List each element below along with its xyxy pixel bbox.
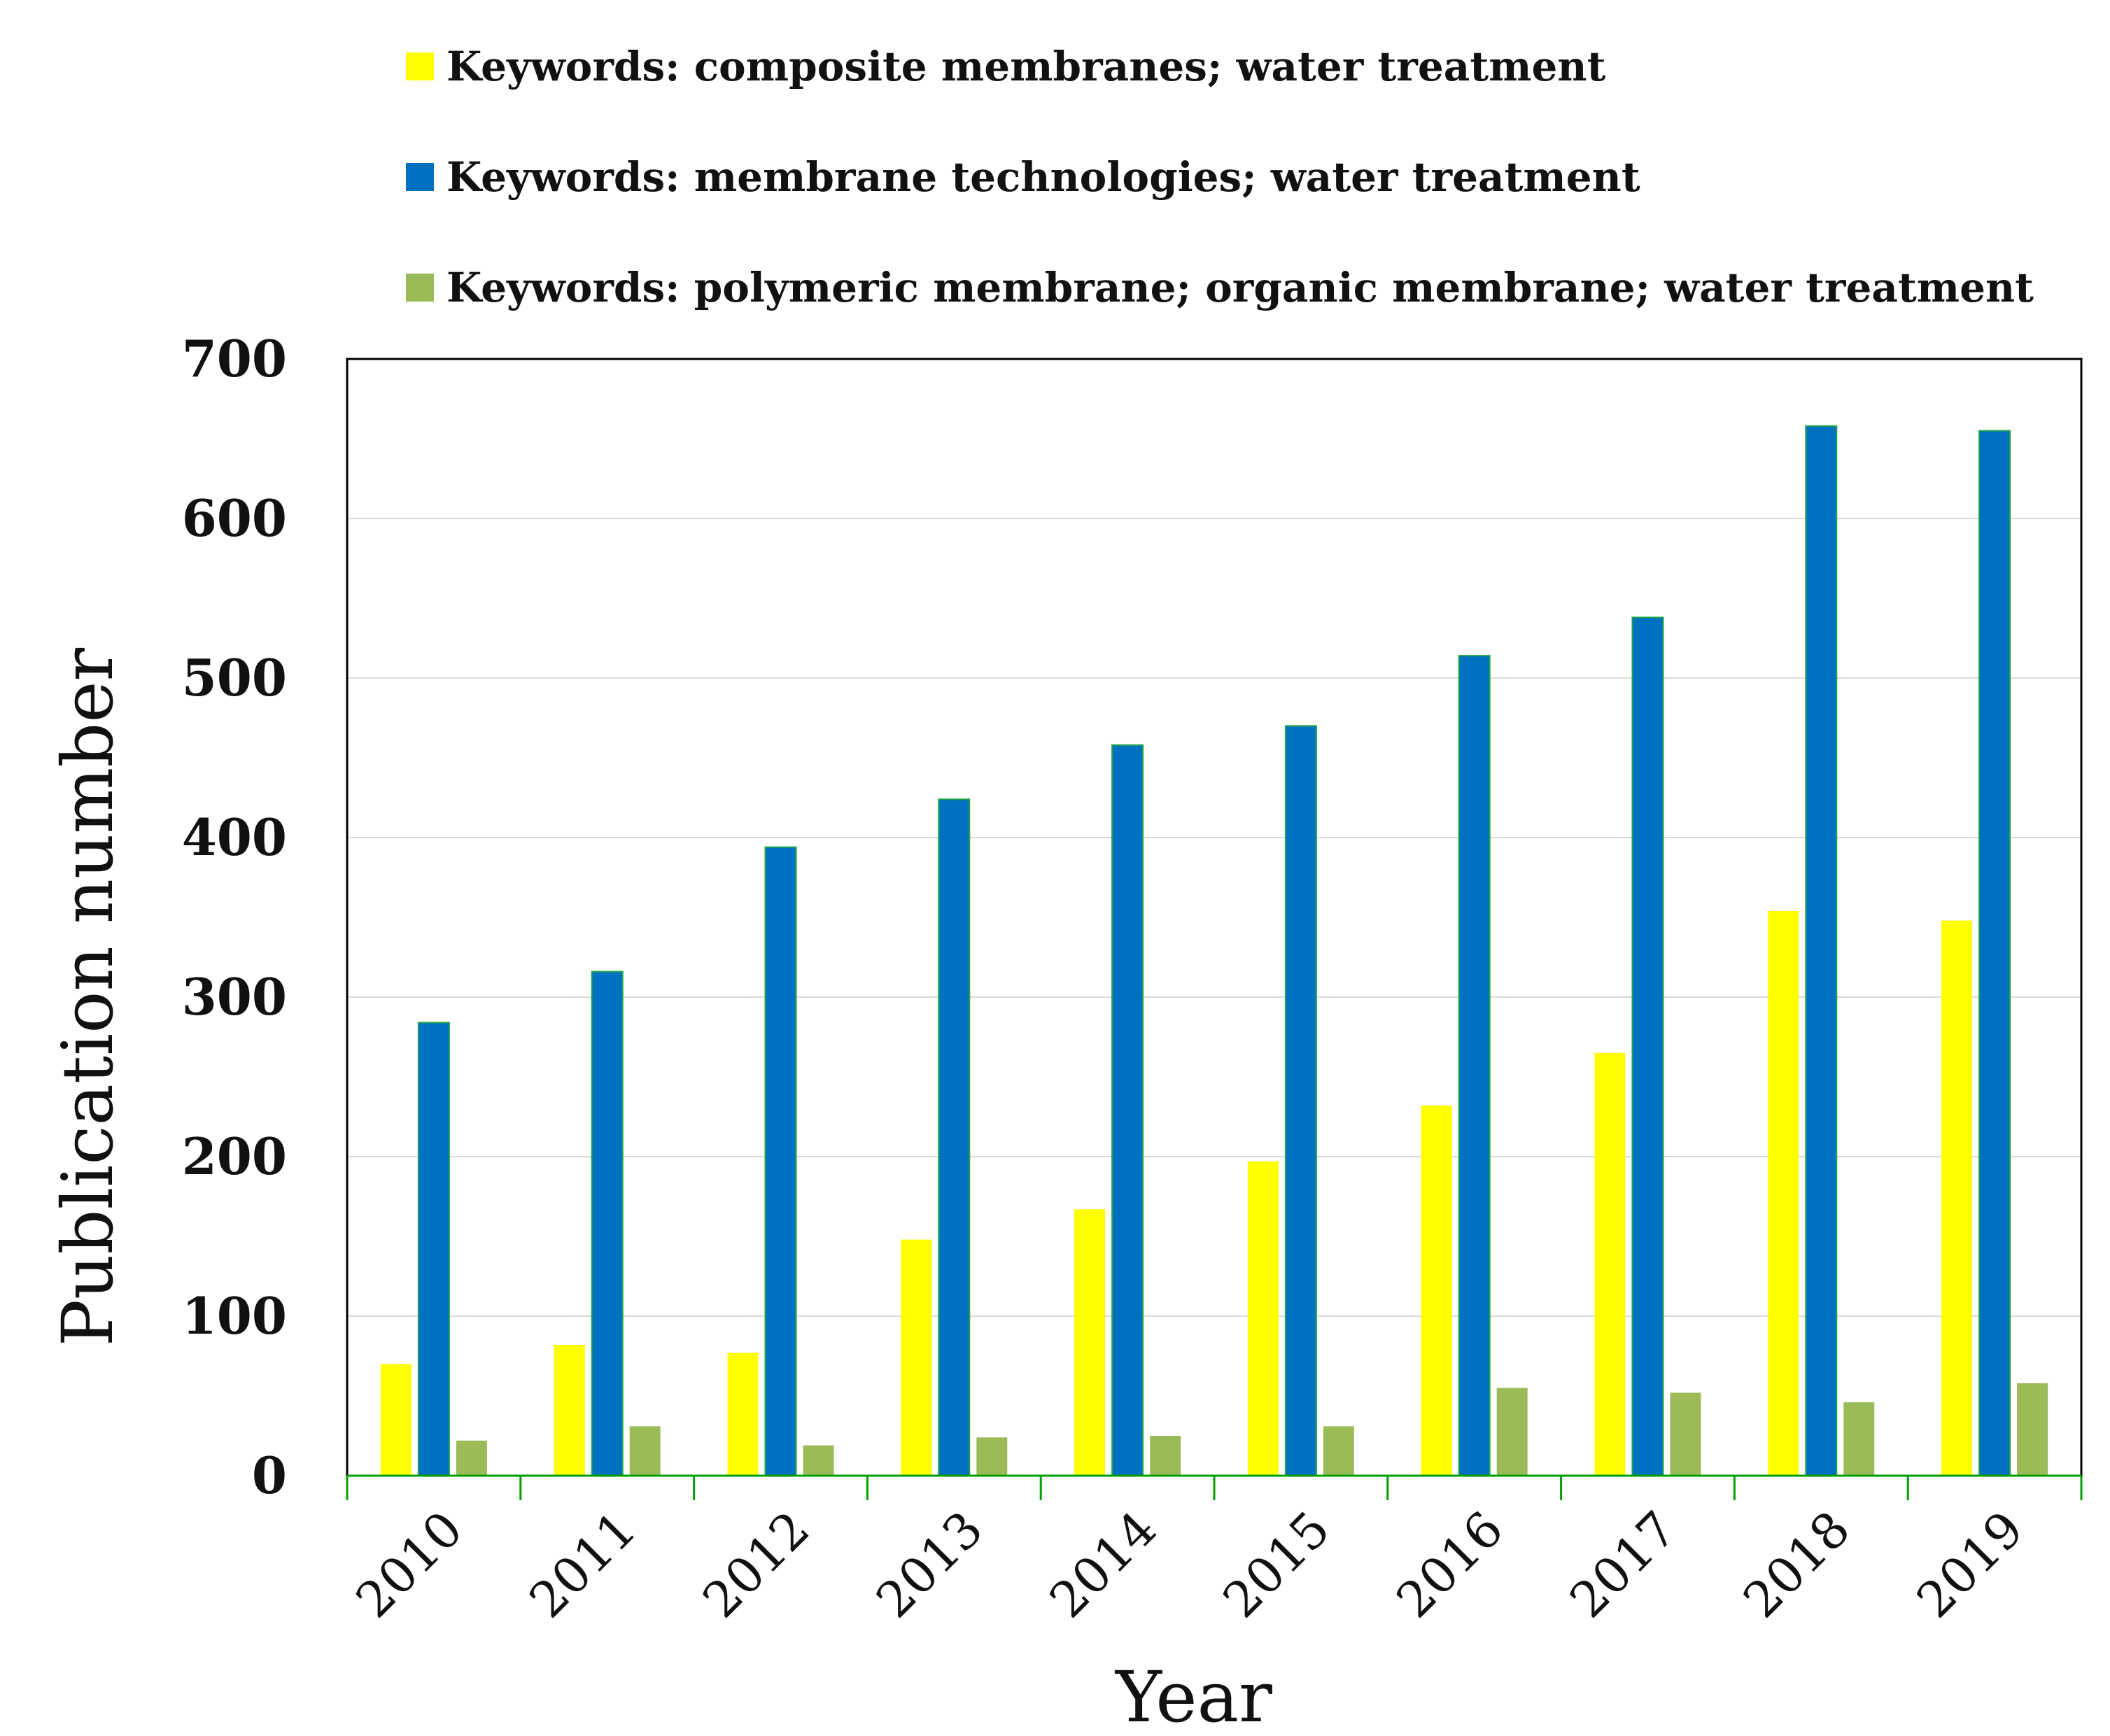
bar-2017-series-2 [1631,616,1664,1476]
bar-2018-series-2 [1805,425,1838,1476]
bar-2015-series-1 [1247,1161,1279,1476]
bar-2011-series-1 [554,1345,585,1476]
y-tick-label-100: 100 [182,1286,287,1346]
bar-2010-series-2 [417,1022,450,1476]
x-ticks [346,1476,2083,1500]
bar-2012-series-1 [727,1353,759,1476]
bar-2013-series-1 [901,1239,932,1476]
bar-2017-series-1 [1594,1052,1626,1476]
bar-2016-series-2 [1458,655,1491,1477]
legend-swatch-1 [406,52,434,80]
bar-2012-series-2 [764,846,797,1477]
bar-2017-series-3 [1670,1392,1701,1476]
bar-2012-series-3 [803,1445,834,1476]
bar-2015-series-3 [1323,1426,1354,1476]
bar-2011-series-3 [629,1426,661,1476]
bar-2014-series-2 [1111,744,1144,1476]
y-tick-label-600: 600 [182,488,287,548]
legend-swatch-3 [406,274,434,302]
bar-2011-series-2 [591,971,624,1476]
x-axis-title: Year [1114,1656,1272,1736]
y-tick-label-0: 0 [252,1446,287,1505]
bar-2013-series-3 [976,1437,1008,1476]
y-tick-labels: 0 100 200 300 400 500 600 700 [182,329,287,1505]
bars [380,425,2048,1477]
bar-2015-series-2 [1284,725,1317,1476]
legend-swatch-2 [406,163,434,191]
bar-2019-series-1 [1941,920,1973,1476]
y-tick-label-700: 700 [182,329,287,388]
legend-label-2: Keywords: membrane technologies; water t… [446,153,1640,201]
y-tick-label-300: 300 [182,967,287,1026]
legend-label-3: Keywords: polymeric membrane; organic me… [446,264,2034,311]
y-tick-label-400: 400 [182,807,287,867]
bar-2019-series-3 [2017,1383,2048,1476]
bar-2010-series-1 [380,1364,412,1476]
y-tick-label-500: 500 [182,648,287,707]
bar-2018-series-1 [1768,910,1799,1476]
bar-2010-series-3 [456,1440,487,1476]
legend: Keywords: composite membranes; water tre… [406,43,2034,311]
legend-label-1: Keywords: composite membranes; water tre… [446,43,1606,90]
y-tick-label-200: 200 [182,1127,287,1186]
y-axis-title: Publication number [47,648,129,1347]
bar-2016-series-3 [1496,1388,1528,1476]
bar-2019-series-2 [1978,430,2011,1476]
bar-2016-series-1 [1421,1106,1452,1476]
bar-2014-series-1 [1074,1209,1106,1476]
bar-2013-series-2 [938,798,971,1476]
bar-2014-series-3 [1150,1436,1181,1476]
bar-2018-series-3 [1843,1402,1875,1476]
